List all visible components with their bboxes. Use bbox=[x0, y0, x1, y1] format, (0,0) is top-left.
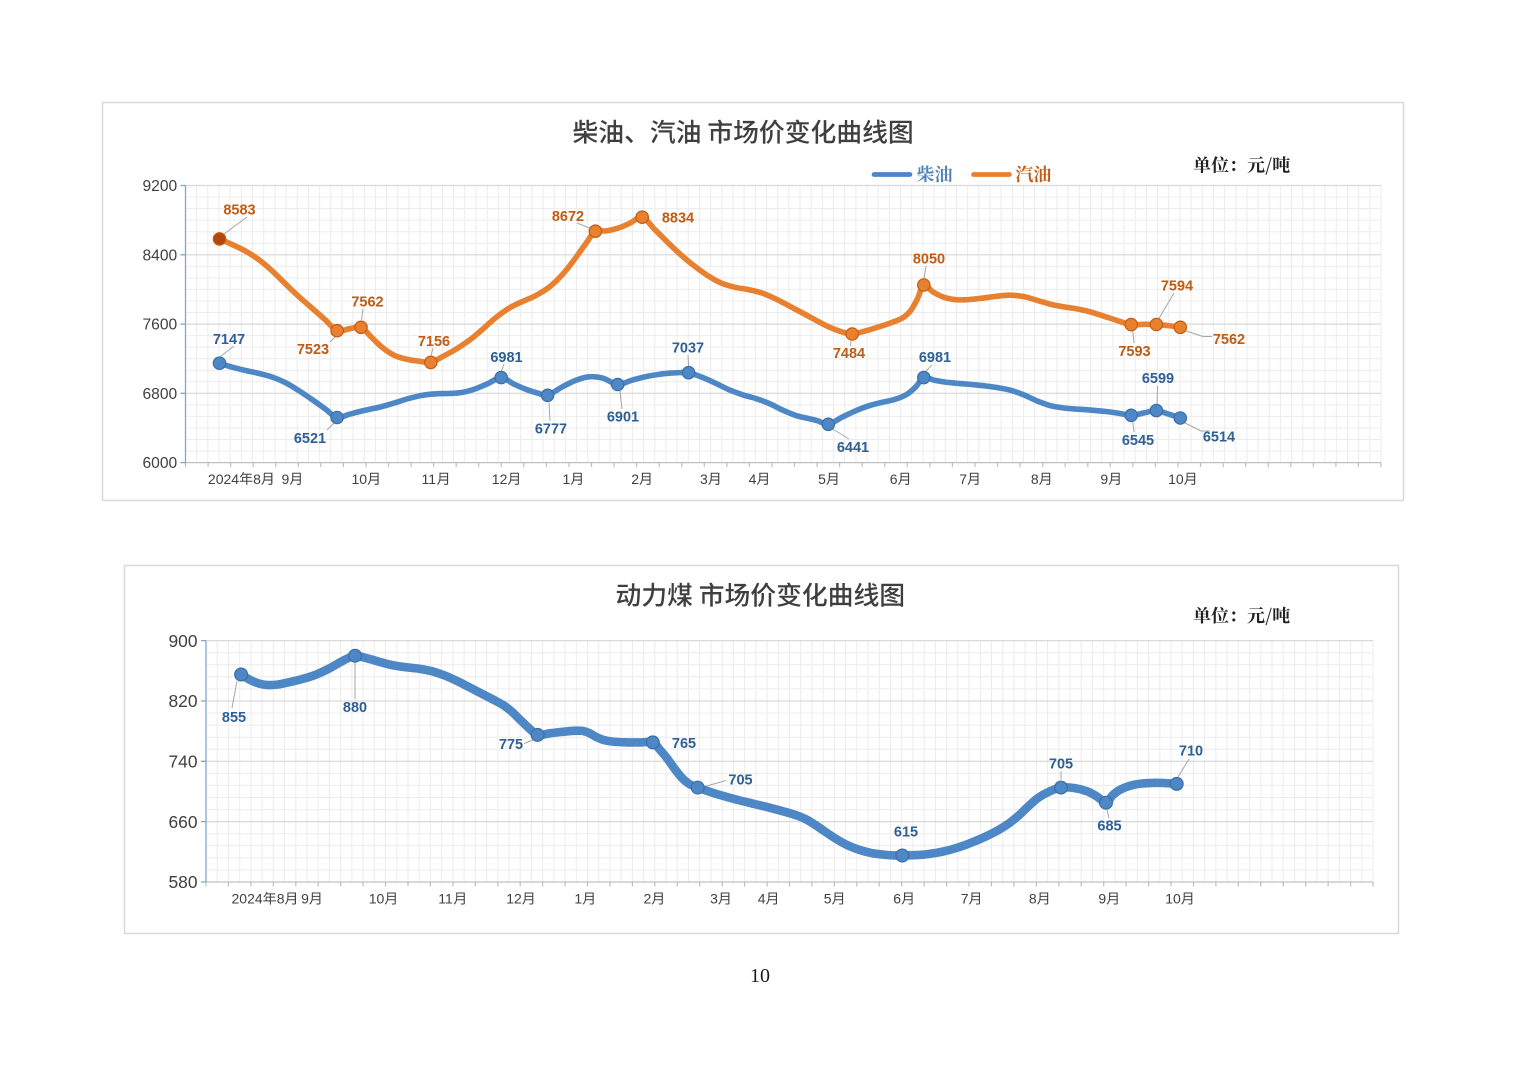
svg-text:9: 9 bbox=[301, 891, 309, 907]
svg-text:685: 685 bbox=[1097, 819, 1121, 835]
svg-text:4: 4 bbox=[749, 471, 757, 487]
svg-text:11: 11 bbox=[422, 471, 437, 487]
svg-text:10: 10 bbox=[352, 471, 368, 487]
svg-text:12: 12 bbox=[506, 891, 522, 907]
svg-text:6901: 6901 bbox=[607, 410, 639, 426]
svg-text:2024: 2024 bbox=[232, 891, 263, 907]
svg-text:820: 820 bbox=[168, 691, 197, 711]
svg-text:6599: 6599 bbox=[1142, 371, 1174, 387]
svg-text:9200: 9200 bbox=[142, 178, 177, 195]
svg-text:7484: 7484 bbox=[833, 346, 865, 362]
svg-text:8: 8 bbox=[1029, 891, 1037, 907]
svg-text:6981: 6981 bbox=[919, 350, 951, 366]
svg-text:7156: 7156 bbox=[418, 334, 450, 350]
svg-text:705: 705 bbox=[728, 773, 752, 789]
svg-text:8583: 8583 bbox=[223, 203, 255, 219]
svg-text:10: 10 bbox=[1165, 891, 1181, 907]
svg-text:6800: 6800 bbox=[142, 386, 177, 403]
svg-text:10: 10 bbox=[369, 891, 385, 907]
svg-text:1: 1 bbox=[563, 471, 571, 487]
svg-text:775: 775 bbox=[499, 737, 523, 753]
svg-text:8: 8 bbox=[277, 891, 285, 907]
svg-text:2024: 2024 bbox=[208, 471, 239, 487]
svg-text:8672: 8672 bbox=[552, 209, 584, 225]
svg-text:9: 9 bbox=[282, 471, 290, 487]
svg-text:7562: 7562 bbox=[351, 295, 383, 311]
svg-text:7593: 7593 bbox=[1118, 344, 1150, 360]
svg-text:7037: 7037 bbox=[672, 341, 704, 357]
svg-text:6521: 6521 bbox=[294, 431, 326, 447]
svg-text:740: 740 bbox=[168, 752, 197, 772]
svg-text:6441: 6441 bbox=[837, 440, 869, 456]
svg-text:855: 855 bbox=[222, 710, 246, 726]
svg-text:9: 9 bbox=[1100, 471, 1108, 487]
svg-text:2: 2 bbox=[631, 471, 639, 487]
svg-text:4: 4 bbox=[758, 891, 766, 907]
svg-text:7600: 7600 bbox=[142, 317, 177, 334]
svg-text:765: 765 bbox=[672, 736, 696, 752]
svg-text:8050: 8050 bbox=[913, 252, 945, 268]
svg-text:7: 7 bbox=[959, 471, 967, 487]
svg-text:11: 11 bbox=[438, 891, 453, 907]
svg-text:8834: 8834 bbox=[662, 211, 694, 227]
svg-text:7594: 7594 bbox=[1161, 279, 1193, 295]
svg-text:7562: 7562 bbox=[1213, 332, 1245, 348]
svg-text:660: 660 bbox=[168, 812, 197, 832]
svg-text:2: 2 bbox=[644, 891, 652, 907]
svg-text:3: 3 bbox=[700, 471, 708, 487]
svg-text:3: 3 bbox=[710, 891, 718, 907]
svg-text:9: 9 bbox=[1098, 891, 1106, 907]
svg-text:7147: 7147 bbox=[213, 332, 245, 348]
svg-text:5: 5 bbox=[824, 891, 832, 907]
svg-text:6: 6 bbox=[890, 471, 898, 487]
svg-text:6: 6 bbox=[893, 891, 901, 907]
svg-text:8400: 8400 bbox=[142, 247, 177, 264]
svg-text:615: 615 bbox=[894, 825, 918, 841]
svg-text:12: 12 bbox=[492, 471, 508, 487]
svg-text:6777: 6777 bbox=[535, 422, 567, 438]
svg-text:705: 705 bbox=[1049, 757, 1073, 773]
svg-text:7: 7 bbox=[961, 891, 969, 907]
svg-text:10: 10 bbox=[750, 965, 770, 987]
svg-text:10: 10 bbox=[1168, 471, 1184, 487]
svg-text:8: 8 bbox=[253, 471, 261, 487]
svg-text:5: 5 bbox=[818, 471, 826, 487]
svg-text:900: 900 bbox=[168, 631, 197, 651]
svg-text:8: 8 bbox=[1031, 471, 1039, 487]
svg-text:580: 580 bbox=[168, 872, 197, 892]
svg-text:6000: 6000 bbox=[142, 455, 177, 472]
svg-text:6545: 6545 bbox=[1122, 433, 1154, 449]
svg-text:710: 710 bbox=[1179, 744, 1203, 760]
svg-text:880: 880 bbox=[343, 700, 367, 716]
svg-text:6514: 6514 bbox=[1203, 430, 1235, 446]
svg-text:6981: 6981 bbox=[490, 350, 522, 366]
svg-text:1: 1 bbox=[574, 891, 582, 907]
svg-text:7523: 7523 bbox=[297, 342, 329, 358]
